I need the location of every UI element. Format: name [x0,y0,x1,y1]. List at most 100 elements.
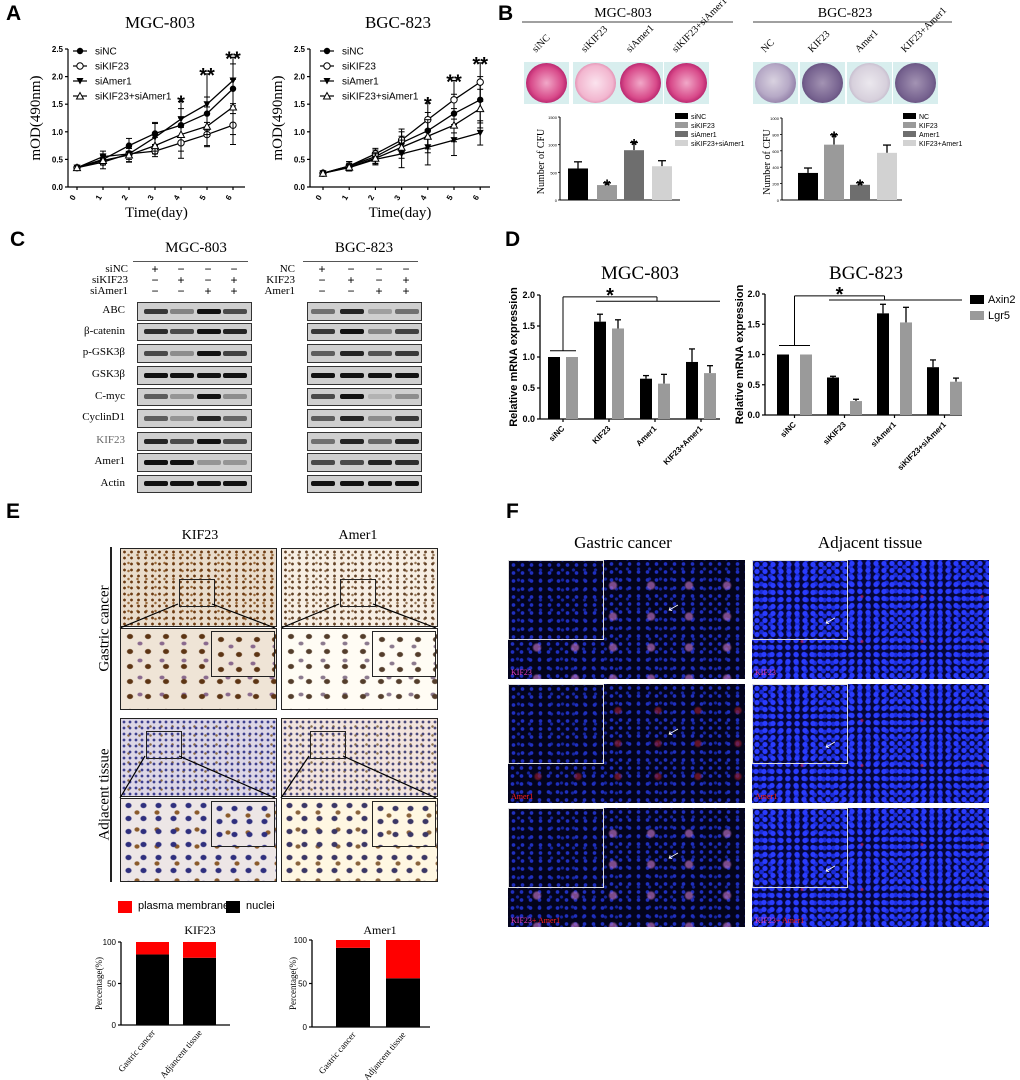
data-point [423,131,433,140]
data-point [450,96,458,104]
protein-band [395,394,419,399]
x-tick-label: 1 [340,193,350,202]
y-tick-label: 1.0 [747,350,760,360]
y-axis-label: Relative mRNA expression [734,284,746,424]
zoom-connector [280,603,340,629]
protein-band [144,308,168,314]
blot-Amer1 [137,453,252,472]
protein-label: KIF23 [96,434,125,446]
y-axis-label: Percentage(%) [94,957,104,1010]
y-tick-label: 0.0 [522,414,535,424]
y-tick-label: 50 [298,980,307,989]
blot-ABC [307,302,422,321]
protein-label: ABC [102,304,125,316]
data-point [475,104,485,113]
x-tick-label: Adjancent tissue [158,1028,204,1080]
stacked-bar-nuclei [336,947,370,1027]
chart-title: MGC-803 [125,13,195,32]
y-tick-label: 0.0 [294,183,306,192]
ihc-kif23-adjacent-zoom [120,798,277,882]
bar-Axin2-siNC [548,357,560,419]
y-tick-label: 0.5 [522,383,535,393]
data-point [476,78,484,86]
y-tick-label: 2.0 [522,290,535,300]
protein-band [395,481,419,486]
legend-label: NC [919,114,929,121]
data-point [397,142,406,151]
colony-dish-image [755,63,796,103]
chart-title: BGC-823 [818,6,872,21]
significance-star: ** [225,48,241,70]
if-channel-label: Amer1 [511,792,533,801]
y-tick-label: 2.5 [52,45,64,54]
y-tick-label: 1.5 [747,319,760,329]
colony-dish-image [849,63,890,103]
protein-band [170,438,194,444]
condition-label: siAmer1 [90,285,128,297]
protein-band [311,415,335,421]
protein-band [144,481,168,486]
legend-label: siNC [342,47,364,58]
stacked-bar-nuclei [386,978,420,1027]
if-channel-label: KIF23 [511,668,532,677]
protein-band [311,438,335,444]
condition-sign: + [402,273,410,287]
condition-sign: + [230,273,238,287]
ihc-column-amer1: Amer1 [338,528,378,543]
y-tick-label: 200 [772,182,779,187]
bar-Lgr5-siAmer1 [900,322,912,415]
protein-band [368,372,392,378]
x-tick-label: 1 [94,193,104,202]
significance-star: * [836,284,844,306]
y-axis-label: Relative mRNA expression [508,287,520,427]
y-tick-label: 1500 [548,115,558,120]
y-tick-label: 0 [303,1023,308,1032]
legend-label: siKIF23 [342,62,376,73]
y-axis-label: Number of CFU [536,128,547,194]
legend-swatch [970,311,984,320]
condition-sign: − [151,273,159,287]
protein-band [368,481,392,486]
protein-band [197,350,221,356]
data-point [150,141,160,150]
protein-band [395,308,419,314]
y-tick-label: 1.5 [52,100,64,109]
blot-p-GSK3β [137,344,252,363]
y-tick-label: 2.0 [747,289,760,299]
x-tick-label: 4 [419,193,429,202]
if-inset [752,684,848,764]
x-tick-label: KIF23+Amer1 [662,424,705,467]
y-tick-label: 600 [772,149,779,154]
significance-star: * [604,176,611,195]
legend-label: siAmer1 [95,77,132,88]
if-image-gastric-3: ← KIF23+ Amer1 [508,808,745,927]
y-tick-label: 1.0 [52,128,64,137]
y-tick-label: 500 [550,170,557,175]
condition-sign: − [375,273,383,287]
y-tick-label: 400 [772,165,779,170]
protein-band [340,459,364,465]
colony-plate [573,62,618,104]
zoom-connector [178,755,276,799]
x-tick-label: 4 [172,193,182,202]
if-inset [508,560,604,640]
legend-swatch [903,140,916,146]
if-label-amer1: + Amer1 [531,916,561,925]
blot-β-catenin [137,323,252,341]
protein-band [197,438,221,444]
legend-swatch [675,140,688,146]
condition-sign: + [347,273,355,287]
protein-band [395,459,419,465]
x-tick-label: 0 [314,193,324,202]
protein-band [144,438,168,444]
chart-title: MGC-803 [601,263,679,284]
protein-band [340,394,364,399]
blot-title-rule [303,261,418,262]
blot-ABC [137,302,252,321]
if-column-gastric: Gastric cancer [574,533,672,552]
legend-swatch [903,131,916,137]
legend-label: siAmer1 [691,132,717,139]
protein-band [311,308,335,314]
legend-label: siNC [691,114,706,121]
protein-label: β-catenin [83,325,125,337]
